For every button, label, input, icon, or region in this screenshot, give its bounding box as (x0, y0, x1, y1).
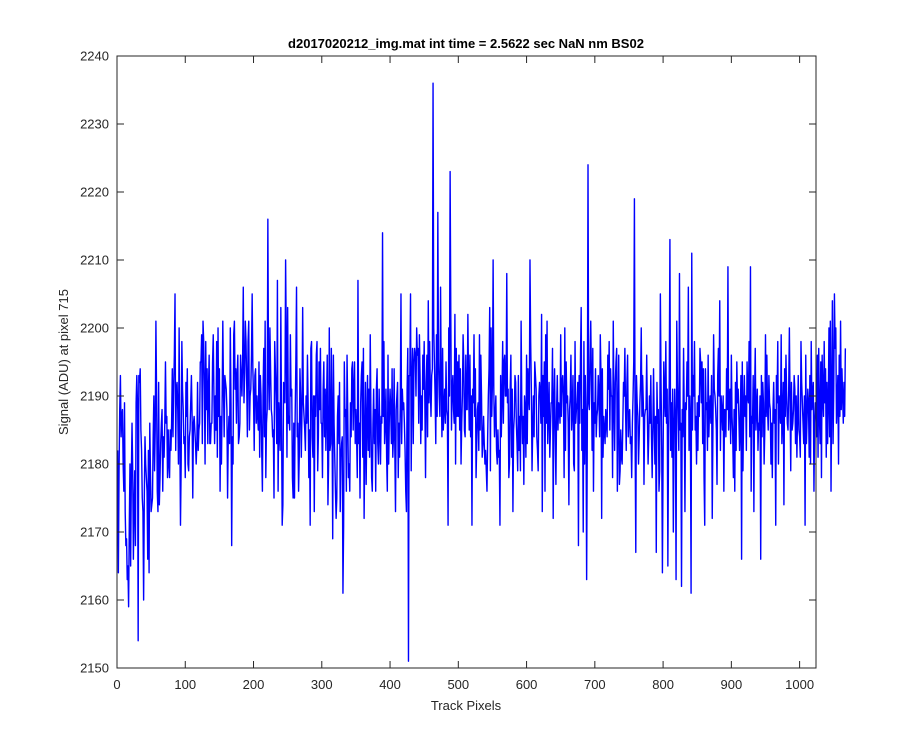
y-tick-label: 2200 (80, 321, 109, 336)
x-tick-label: 600 (516, 677, 538, 692)
x-tick-label: 700 (584, 677, 606, 692)
chart-title: d2017020212_img.mat int time = 2.5622 se… (288, 36, 644, 51)
x-tick-label: 400 (379, 677, 401, 692)
axes-layer (116, 55, 817, 669)
y-tick-label: 2210 (80, 253, 109, 268)
x-tick-label: 200 (243, 677, 265, 692)
y-tick-label: 2160 (80, 593, 109, 608)
y-tick-label: 2190 (80, 389, 109, 404)
x-tick-label: 1000 (785, 677, 814, 692)
axes-box (116, 55, 817, 669)
y-tick-label: 2220 (80, 185, 109, 200)
x-tick-label: 100 (174, 677, 196, 692)
x-tick-label: 300 (311, 677, 333, 692)
x-axis-label: Track Pixels (431, 698, 502, 713)
y-axis-label: Signal (ADU) at pixel 715 (56, 289, 71, 435)
y-tick-label: 2170 (80, 525, 109, 540)
y-tick-label: 2230 (80, 117, 109, 132)
x-tick-label: 900 (721, 677, 743, 692)
y-axis: 2150 2160 2170 2180 2190 2200 2210 2220 2230 2240 (80, 49, 816, 676)
x-tick-label: 800 (652, 677, 674, 692)
x-axis: 0 100 200 300 400 500 600 700 800 900 1000 (113, 56, 814, 692)
y-tick-label: 2180 (80, 457, 109, 472)
x-tick-label: 500 (447, 677, 469, 692)
y-tick-label: 2150 (80, 661, 109, 676)
x-tick-label: 0 (113, 677, 120, 692)
series-layer (116, 82, 847, 662)
y-tick-label: 2240 (80, 49, 109, 64)
series-line (116, 82, 847, 662)
